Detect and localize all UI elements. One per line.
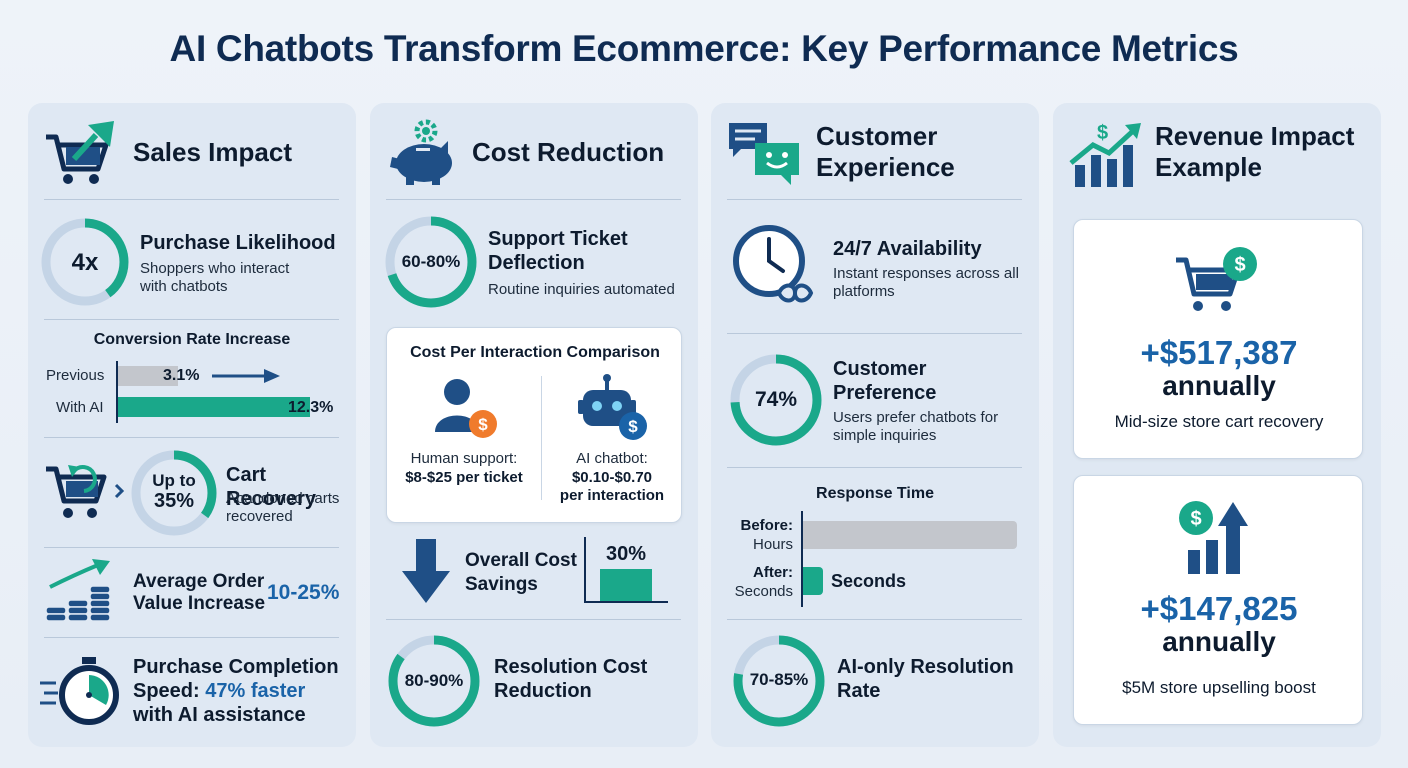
overall-cost-value: 30%: [606, 543, 647, 565]
response-before-label: Before:: [740, 517, 793, 534]
cart-dollar-icon: $: [1176, 247, 1257, 311]
purchase-likelihood-title: Purchase Likelihood: [140, 232, 336, 254]
upselling-period: annually: [1162, 626, 1276, 657]
sales-impact-panel: Sales Impact 4x Purchase Likelihood Shop…: [28, 103, 356, 747]
ai-chatbot-label: AI chatbot:: [576, 450, 648, 467]
svg-text:$: $: [478, 415, 488, 434]
customer-preference-desc: Users prefer chatbots for simple inquiri…: [833, 409, 999, 444]
revenue-card-cart-recovery: $ +$517,387 annually Mid-size store cart…: [1073, 219, 1363, 459]
cart-growth-icon: [46, 121, 114, 184]
cart-recovery-desc: Abandoned carts recovered: [226, 490, 340, 525]
purchase-likelihood-desc: Shoppers who interact with chatbots: [140, 260, 290, 295]
cart-recovery-amount: +$517,387: [1140, 334, 1298, 371]
ai-only-resolution-title: AI-only Resolution Rate: [837, 656, 1014, 702]
overall-cost-title: Overall Cost Savings: [465, 550, 577, 595]
ticket-deflection-desc: Routine inquiries automated: [488, 281, 675, 298]
revenue-growth-icon: $: [1069, 122, 1141, 187]
conversion-bar-previous: [118, 366, 179, 386]
resolution-cost-value: 80-90%: [404, 671, 464, 690]
overall-cost-bar: [600, 569, 652, 601]
cost-reduction-header: Cost Reduction: [472, 137, 665, 167]
purchase-likelihood-value: 4x: [71, 249, 99, 276]
response-after-sub: Seconds: [734, 583, 793, 600]
cost-reduction-panel: Cost Reduction 60-80% Support Ticket Def…: [370, 103, 698, 747]
conversion-with-ai-value: 12.3%: [288, 399, 334, 416]
conversion-previous-label: Previous: [46, 367, 105, 384]
availability-desc: Instant responses across all platforms: [833, 265, 1019, 300]
ai-only-resolution-ring: [733, 635, 825, 727]
completion-text: Purchase Completion Speed: 47% faster wi…: [133, 656, 339, 726]
clock-infinity-icon: [733, 225, 814, 303]
cart-recovery-icon: [46, 465, 125, 518]
aov-title: Average Order Value Increase: [133, 571, 266, 614]
response-after-value: Seconds: [831, 571, 907, 591]
cart-recovery-value: Up to 35%: [152, 471, 196, 512]
cart-recovery-title: Cart Recovery: [226, 464, 317, 510]
customer-experience-header: Customer Experience: [816, 121, 955, 182]
resolution-cost-ring: [388, 635, 480, 727]
revenue-impact-header: Revenue Impact Example: [1155, 121, 1355, 182]
customer-preference-title: Customer Preference: [833, 358, 937, 404]
arrow-right-icon: [212, 369, 280, 383]
revenue-impact-panel: $ Revenue Impact Example $ +$517,387 ann…: [1053, 103, 1381, 747]
human-support-value: $8-$25 per ticket: [405, 469, 523, 486]
cart-recovery-ring: [131, 450, 217, 536]
chat-bubbles-icon: [729, 123, 799, 185]
human-support-icon: $: [435, 379, 497, 438]
piggy-bank-gear-icon: [390, 119, 452, 185]
upselling-amount: +$147,825: [1140, 590, 1298, 627]
upselling-desc: $5M store upselling boost: [1122, 678, 1316, 697]
response-before-bar: [803, 521, 1017, 549]
revenue-card-upselling: $ +$147,825 annually $5M store upselling…: [1073, 475, 1363, 725]
cart-recovery-period: annually: [1162, 370, 1276, 401]
response-time-title: Response Time: [816, 485, 934, 502]
ticket-deflection-title: Support Ticket Deflection: [488, 228, 628, 274]
cost-comparison-title: Cost Per Interaction Comparison: [410, 344, 660, 361]
ticket-deflection-value: 60-80%: [401, 252, 461, 271]
human-support-label: Human support:: [410, 450, 518, 467]
resolution-cost-title: Resolution Cost Reduction: [494, 656, 648, 702]
ticket-deflection-ring: [385, 216, 477, 308]
aov-value: 10-25%: [267, 581, 340, 604]
cart-recovery-desc: Mid-size store cart recovery: [1114, 412, 1324, 431]
ai-chatbot-icon: $: [578, 374, 647, 440]
conversion-previous-value: 3.1%: [163, 367, 200, 384]
response-before-value: Hours: [752, 536, 793, 553]
conversion-bar-with-ai: [118, 397, 310, 417]
svg-text:$: $: [628, 417, 638, 436]
ai-only-resolution-value: 70-85%: [749, 670, 809, 689]
purchase-likelihood-ring: [41, 218, 129, 306]
dollar-bar-growth-icon: $: [1179, 501, 1248, 574]
sales-impact-header: Sales Impact: [133, 137, 292, 167]
svg-text:$: $: [1234, 254, 1245, 276]
coins-growth-icon: [45, 559, 111, 622]
response-after-label: After:: [753, 564, 793, 581]
customer-preference-value: 74%: [754, 388, 798, 411]
cost-comparison-card: Cost Per Interaction Comparison $ Human …: [386, 327, 682, 523]
availability-title: 24/7 Availability: [833, 238, 982, 260]
svg-text:$: $: [1097, 122, 1108, 144]
customer-experience-panel: Customer Experience 24/7 Availability In…: [711, 103, 1039, 747]
conversion-title: Conversion Rate Increase: [93, 331, 291, 348]
customer-preference-ring: [730, 354, 822, 446]
ai-chatbot-value: $0.10-$0.70 per interaction: [559, 469, 665, 504]
stopwatch-icon: [40, 657, 119, 725]
response-after-bar: [803, 567, 823, 595]
svg-text:$: $: [1190, 508, 1201, 530]
page-title: AI Chatbots Transform Ecommerce: Key Per…: [169, 28, 1239, 69]
down-arrow-icon: [402, 539, 450, 603]
conversion-with-ai-label: With AI: [56, 399, 104, 416]
